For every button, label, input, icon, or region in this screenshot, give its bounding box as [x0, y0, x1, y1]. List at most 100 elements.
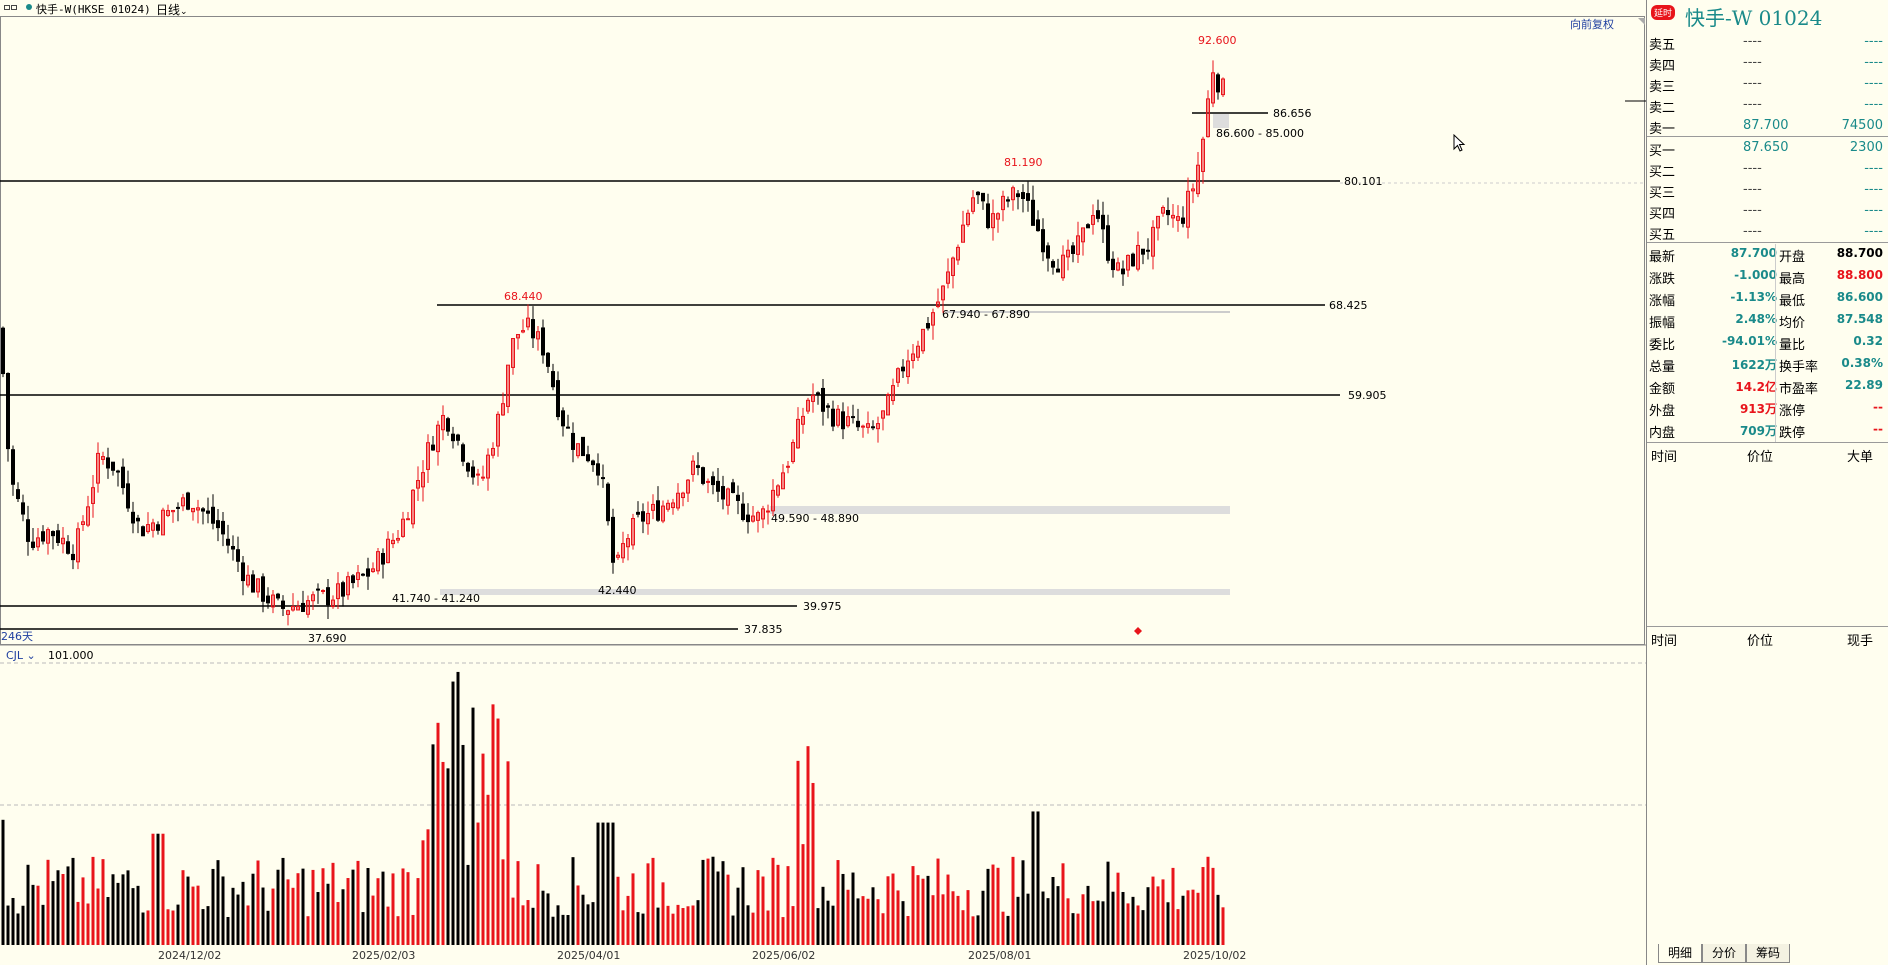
restore-label: 向前复权	[1570, 17, 1614, 31]
volume-bar	[1151, 876, 1155, 945]
period-select[interactable]: 日线⌄	[156, 1, 188, 18]
candle-body	[321, 589, 325, 592]
order-level-label: 卖三	[1649, 80, 1676, 95]
date-label: 2025/06/02	[752, 949, 816, 962]
candle-body	[581, 436, 585, 457]
volume-bar	[851, 872, 855, 945]
candle-body	[966, 212, 970, 226]
tab-price[interactable]: 分价	[1702, 944, 1746, 963]
candle-body	[91, 487, 95, 504]
volume-bar	[1196, 892, 1200, 945]
stat-label: 内盘	[1649, 426, 1676, 441]
candle-body	[881, 410, 885, 419]
volume-bar	[906, 916, 910, 945]
volume-bar	[681, 908, 685, 945]
volume-bar	[1136, 905, 1140, 945]
candle-body	[316, 588, 320, 591]
volume-bar	[151, 833, 155, 945]
volume-bar	[241, 881, 245, 945]
candle-body	[296, 605, 300, 611]
volume-bar	[211, 868, 215, 945]
volume-bar	[621, 910, 625, 945]
candle-body	[46, 529, 50, 544]
volume-bar	[326, 883, 330, 945]
stat-row: 最新 87.700 开盘 88.700	[1647, 244, 1888, 265]
candle-body	[1111, 258, 1115, 271]
peak-label: 37.690	[308, 632, 347, 645]
volume-bar	[321, 868, 325, 945]
volume-bar	[761, 876, 765, 945]
order-book-row: 卖二 ---- ----	[1647, 95, 1888, 116]
layout-icon[interactable]	[4, 2, 18, 12]
order-level-label: 买二	[1649, 165, 1676, 180]
tab-chips[interactable]: 筹码	[1746, 944, 1790, 963]
candle-body	[391, 539, 395, 545]
volume-bar	[796, 760, 800, 945]
candle-body	[1146, 249, 1150, 252]
candle-body	[1201, 138, 1205, 172]
volume-bar	[1171, 867, 1175, 945]
volume-bar	[276, 869, 280, 945]
candle-body	[86, 506, 90, 526]
volume-bar	[916, 875, 920, 945]
zone-label: 41.740 - 41.240	[392, 592, 480, 605]
zone-label: 49.590 - 48.890	[771, 512, 859, 525]
candle-body	[331, 599, 335, 608]
stat-value: 2.48%	[1735, 312, 1777, 326]
order-volume: ----	[1864, 34, 1883, 49]
candle-body	[941, 285, 945, 301]
volume-bar	[226, 916, 230, 945]
candle-body	[721, 486, 725, 500]
candle-body	[181, 497, 185, 507]
candle-body	[771, 489, 775, 512]
volume-bar	[491, 704, 495, 945]
volume-bar	[121, 874, 125, 945]
volume-bar	[281, 857, 285, 945]
volume-bar	[856, 898, 860, 945]
candle-body	[511, 338, 515, 368]
tab-detail[interactable]: 明细	[1658, 944, 1702, 963]
volume-bar	[436, 722, 440, 945]
chart-canvas[interactable]: 86.656 80.101 68.425 59.905 39.975 37.835 86.6…	[0, 16, 1646, 945]
volume-bar	[406, 872, 410, 945]
candle-body	[446, 418, 450, 432]
candle-body	[141, 526, 145, 537]
volume-bar	[706, 858, 710, 945]
candle-body	[951, 257, 955, 276]
stat-label: 最新	[1649, 250, 1676, 265]
time-axis: 2024/12/02 2025/02/03 2025/04/01 2025/06…	[0, 948, 1646, 965]
volume-bar	[1166, 902, 1170, 945]
zone-band	[770, 506, 1230, 514]
col-bigorder: 大单	[1847, 450, 1874, 465]
stat-row: 涨幅 -1.13% 最低 86.600	[1647, 288, 1888, 309]
candle-body	[351, 575, 355, 584]
candle-body	[851, 416, 855, 419]
candle-body	[171, 509, 175, 513]
volume-bar	[1101, 901, 1105, 945]
stat-label: 振幅	[1649, 316, 1676, 331]
candle-body	[651, 503, 655, 511]
volume-bar	[626, 895, 630, 945]
volume-bar	[46, 859, 50, 945]
candle-body	[711, 476, 715, 486]
volume-bar	[236, 894, 240, 945]
kline-chart[interactable]: 86.656 80.101 68.425 59.905 39.975 37.835 86.6…	[0, 16, 1646, 945]
candle-body	[1096, 210, 1100, 219]
candle-body	[401, 518, 405, 537]
candle-body	[1196, 164, 1200, 195]
volume-bar	[101, 859, 105, 945]
candle-body	[1121, 268, 1125, 275]
candle-body	[371, 568, 375, 573]
candle-body	[611, 516, 615, 563]
volume-bar	[671, 913, 675, 945]
candle-body	[571, 432, 575, 450]
quote-header: 延时 快手-W 01024	[1647, 2, 1888, 30]
volume-bar	[71, 857, 75, 945]
candle-body	[1051, 261, 1055, 268]
period-label: 日线	[156, 3, 181, 17]
symbol-title: 快手-W(HKSE 01024)	[36, 3, 151, 16]
volume-bar	[871, 887, 875, 945]
date-label: 2025/10/02	[1183, 949, 1247, 962]
volume-bar	[966, 890, 970, 945]
date-label: 2024/12/02	[158, 949, 222, 962]
